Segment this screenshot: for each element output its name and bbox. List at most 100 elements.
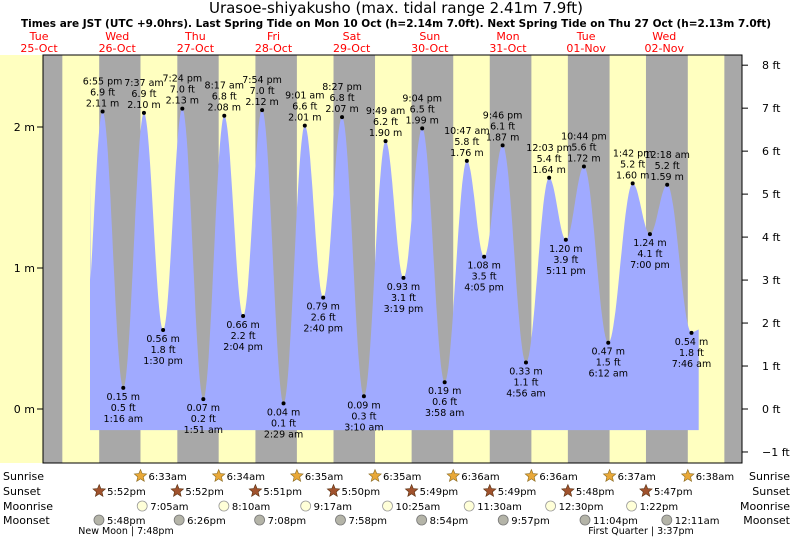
sunrise-icon	[289, 468, 304, 482]
day-name: Fri	[267, 30, 280, 43]
left-tick-label: 0 m	[14, 403, 35, 416]
moonrise-icon	[300, 500, 312, 512]
tide-time: 9:04 pm	[402, 93, 442, 104]
tide-time: 9:01 am	[285, 91, 324, 102]
moonset-time: 8:54pm	[430, 516, 469, 527]
tide-feet: 5.8 ft	[454, 137, 479, 148]
moonset-icon	[93, 514, 105, 526]
sunrise-time: 6:36am	[539, 472, 577, 483]
tide-point	[689, 330, 694, 335]
tide-point	[161, 328, 166, 333]
left-tick-label: 2 m	[14, 121, 35, 134]
moonrise-time: 8:10am	[232, 502, 270, 513]
sunrise-time: 6:35am	[305, 472, 343, 483]
moonrise-icon	[218, 500, 230, 512]
sunset-time: 5:50pm	[342, 487, 381, 498]
tide-time: 6:12 am	[589, 369, 628, 380]
day-name: Wed	[652, 30, 676, 43]
day-name: Sat	[343, 30, 362, 43]
moonrise-icon	[626, 500, 637, 512]
tide-point	[523, 360, 528, 365]
tide-metres: 1.87 m	[486, 132, 519, 143]
tide-metres: 1.99 m	[405, 115, 438, 126]
sunrise-time: 6:35am	[383, 472, 421, 483]
tide-time: 2:40 pm	[303, 324, 343, 335]
sunset-icon	[482, 483, 497, 497]
tide-time: 3:58 am	[425, 408, 464, 419]
moonset-time: 5:48pm	[107, 516, 146, 527]
tide-metres: 1.72 m	[567, 153, 600, 164]
tide-time: 7:46 am	[672, 359, 711, 370]
tide-time: 4:56 am	[506, 388, 545, 399]
tide-time: 9:46 pm	[483, 110, 523, 121]
tide-time: 7:54 pm	[242, 75, 282, 86]
moonset-icon	[579, 514, 591, 526]
moonrise-icon	[382, 500, 393, 512]
left-margin-band	[0, 55, 43, 463]
day-name: Mon	[496, 30, 519, 43]
tide-feet: 6.2 ft	[373, 117, 398, 128]
tide-metres: 2.11 m	[86, 98, 119, 109]
moonrise-time: 11:30am	[477, 502, 522, 513]
tide-metres: 0.56 m	[146, 334, 179, 345]
day-date: 26-Oct	[99, 42, 137, 55]
tide-point	[442, 380, 447, 385]
tide-metres: 0.09 m	[347, 400, 380, 411]
sun-moon-rows: Sunrise Sunrise Sunset Sunset Moonrise Moonri…	[3, 468, 791, 537]
tide-time: 10:44 pm	[561, 131, 607, 142]
day-name: Thu	[184, 30, 206, 43]
tide-point	[482, 254, 487, 259]
tide-feet: 6.1 ft	[490, 121, 515, 132]
tide-feet: 6.6 ft	[292, 102, 317, 113]
tide-time: 12:03 pm	[526, 143, 572, 154]
sunset-icon	[560, 483, 575, 497]
sunset-icon	[92, 483, 107, 497]
tide-point	[222, 113, 227, 118]
tide-feet: 1.8 ft	[679, 348, 704, 359]
sunset-time: 5:51pm	[263, 487, 302, 498]
sunrise-time: 6:37am	[618, 472, 656, 483]
tide-point	[361, 394, 366, 399]
row-label-right: Sunrise	[749, 470, 790, 483]
tide-metres: 0.33 m	[509, 366, 542, 377]
tide-point	[100, 109, 105, 114]
day-date: 27-Oct	[177, 42, 215, 55]
tide-metres: 0.47 m	[592, 347, 625, 358]
tide-point	[401, 275, 406, 280]
tide-time: 8:17 am	[205, 81, 244, 92]
tide-time: 1:16 am	[104, 414, 143, 425]
day-date: 31-Oct	[489, 42, 527, 55]
tide-metres: 2.10 m	[127, 100, 160, 111]
moonset-time: 9:57pm	[511, 516, 550, 527]
moonrise-time: 7:05am	[150, 502, 188, 513]
tide-time: 7:24 pm	[163, 74, 203, 85]
tide-point	[302, 123, 307, 128]
tide-feet: 1.8 ft	[151, 345, 176, 356]
tide-labels: 6:55 pm6.9 ft2.11 m0.15 m0.5 ft1:16 am7:…	[83, 74, 711, 441]
tide-time: 7:37 am	[124, 78, 163, 89]
sunrise-time: 6:34am	[227, 472, 265, 483]
moonset-time: 6:26pm	[187, 516, 226, 527]
row-label-right: Sunset	[752, 485, 790, 498]
tide-feet: 6.8 ft	[330, 93, 355, 104]
sunset-time: 5:49pm	[420, 487, 459, 498]
tide-metres: 2.07 m	[325, 104, 358, 115]
tide-time: 9:49 am	[366, 106, 405, 117]
tide-feet: 5.2 ft	[620, 159, 645, 170]
row-label-left: Sunrise	[3, 470, 44, 483]
sunset-time: 5:47pm	[654, 487, 693, 498]
sunset-time: 5:49pm	[498, 487, 537, 498]
moon-phase-label: New Moon | 7:48pm	[78, 526, 173, 537]
moonset-time: 7:08pm	[268, 516, 307, 527]
sunset-time: 5:52pm	[185, 487, 224, 498]
tide-feet: 6.9 ft	[131, 89, 156, 100]
right-tick-label: 4 ft	[762, 231, 781, 244]
right-tick-label: 0 ft	[762, 403, 781, 416]
tide-point	[201, 397, 206, 402]
moonset-icon	[661, 514, 673, 526]
tide-feet: 6.5 ft	[410, 104, 435, 115]
tide-point	[340, 115, 345, 120]
tide-point	[241, 313, 246, 318]
moonrise-icon	[136, 500, 148, 512]
tide-time: 5:11 pm	[546, 266, 586, 277]
